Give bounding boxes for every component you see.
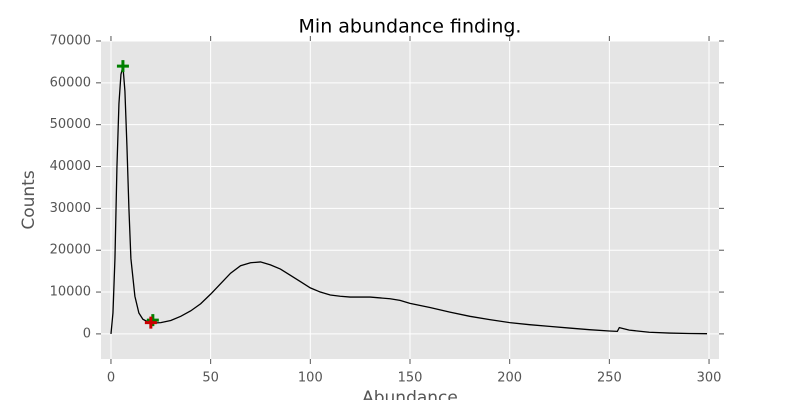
y-tick-label: 30000 xyxy=(50,201,91,216)
y-tick-label: 70000 xyxy=(50,34,91,49)
y-axis-label: Counts xyxy=(19,170,39,229)
x-tick-label: 300 xyxy=(697,371,722,386)
x-axis-label: Abundance xyxy=(362,388,458,400)
y-tick-label: 0 xyxy=(83,326,91,341)
y-tick-label: 20000 xyxy=(50,243,91,258)
data-line xyxy=(110,65,708,335)
marker xyxy=(116,60,129,73)
y-tick-label: 50000 xyxy=(50,117,91,132)
x-tick-label: 150 xyxy=(398,371,423,386)
x-tick-label: 250 xyxy=(597,371,622,386)
x-tick-label: 100 xyxy=(298,371,323,386)
y-tick-label: 60000 xyxy=(50,75,91,90)
y-tick-label: 40000 xyxy=(50,159,91,174)
x-tick-label: 0 xyxy=(107,371,115,386)
marker xyxy=(144,316,157,329)
chart-title: Min abundance finding. xyxy=(299,16,522,38)
y-tick-label: 10000 xyxy=(50,285,91,300)
x-tick-label: 50 xyxy=(202,371,219,386)
x-tick-label: 200 xyxy=(497,371,522,386)
